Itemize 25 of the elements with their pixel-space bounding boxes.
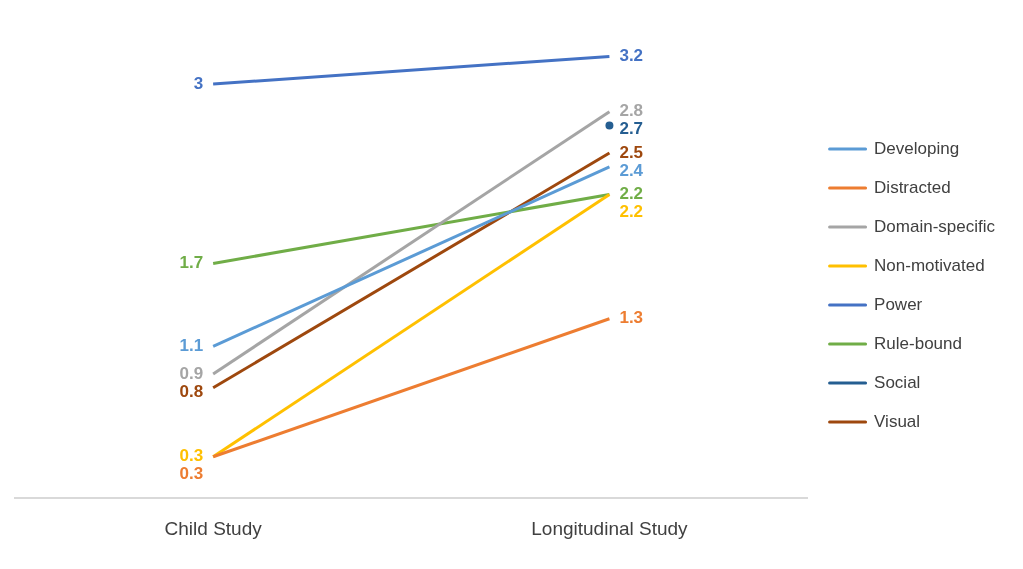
- x-tick-label: Longitudinal Study: [531, 517, 689, 539]
- data-label: 3.2: [619, 46, 644, 66]
- data-label: 0.3: [179, 446, 204, 466]
- legend-label: Visual: [874, 411, 921, 431]
- data-label: 1.3: [619, 308, 644, 328]
- x-tick-label: Child Study: [164, 517, 263, 539]
- legend-label: Social: [874, 372, 921, 392]
- data-label: 0.3: [179, 464, 204, 484]
- data-label: 1.1: [179, 336, 204, 356]
- data-label: 0.8: [179, 381, 204, 401]
- legend-label: Domain-specific: [874, 216, 996, 236]
- data-label: 2.8: [619, 101, 644, 121]
- data-label: 2.7: [619, 119, 644, 139]
- legend-label: Distracted: [874, 177, 951, 197]
- legend-label: Rule-bound: [874, 333, 962, 353]
- data-label: 2.2: [619, 184, 644, 204]
- data-label: 2.2: [619, 202, 644, 222]
- data-label: 2.5: [619, 142, 644, 162]
- data-label: 1.7: [179, 253, 204, 273]
- legend-label: Power: [874, 294, 923, 314]
- legend-label: Non-motivated: [874, 255, 985, 275]
- legend-label: Developing: [874, 138, 960, 158]
- data-label: 2.4: [619, 160, 644, 180]
- data-label: 3: [193, 73, 204, 93]
- data-label: 0.9: [179, 363, 204, 383]
